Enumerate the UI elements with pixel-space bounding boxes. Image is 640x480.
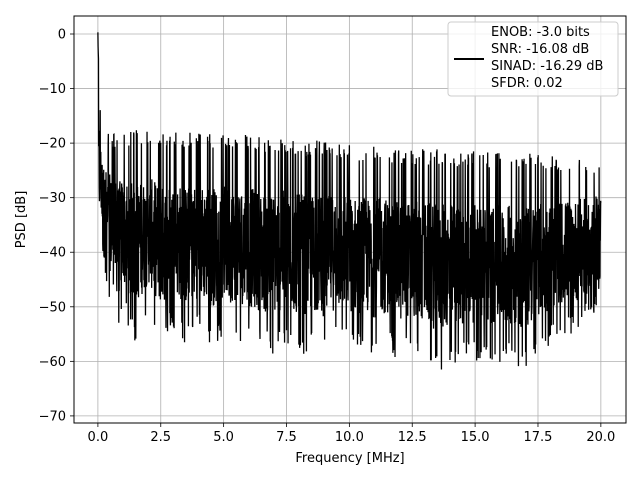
legend-enob: ENOB: -3.0 bits [491,25,590,40]
legend-snr: SNR: -16.08 dB [491,42,589,57]
x-tick-label: 15.0 [461,430,490,445]
y-axis-title: PSD [dB] [14,191,29,249]
x-tick-label: 7.5 [276,430,297,445]
legend-sfdr: SFDR: 0.02 [491,76,563,91]
x-tick-label: 10.0 [335,430,364,445]
y-tick-label: −30 [39,191,66,206]
psd-line [97,32,602,370]
x-axis-title: Frequency [MHz] [295,451,404,466]
y-tick-label: −10 [39,82,66,97]
x-tick-label: 2.5 [150,430,171,445]
y-axis: 0 −10 −20 −30 −40 −50 −60 −70 [39,28,74,424]
x-tick-label: 5.0 [213,430,234,445]
legend-box [447,21,619,97]
y-tick-label: −20 [39,137,66,152]
x-axis: 0.0 2.5 5.0 7.5 10.0 12.5 15.0 17.5 20.0 [88,423,615,445]
plot-frame [73,15,627,424]
psd-series [97,32,602,370]
x-tick-label: 0.0 [88,430,109,445]
legend: ENOB: -3.0 bits SNR: -16.08 dB SINAD: -1… [447,21,619,97]
y-tick-label: 0 [58,28,66,43]
y-tick-label: −50 [39,300,66,315]
x-tick-label: 20.0 [586,430,615,445]
y-tick-label: −70 [39,409,66,424]
y-tick-label: −60 [39,355,66,370]
legend-sinad: SINAD: -16.29 dB [491,59,603,74]
y-tick-label: −40 [39,246,66,261]
x-tick-label: 17.5 [524,430,553,445]
x-tick-label: 12.5 [398,430,427,445]
